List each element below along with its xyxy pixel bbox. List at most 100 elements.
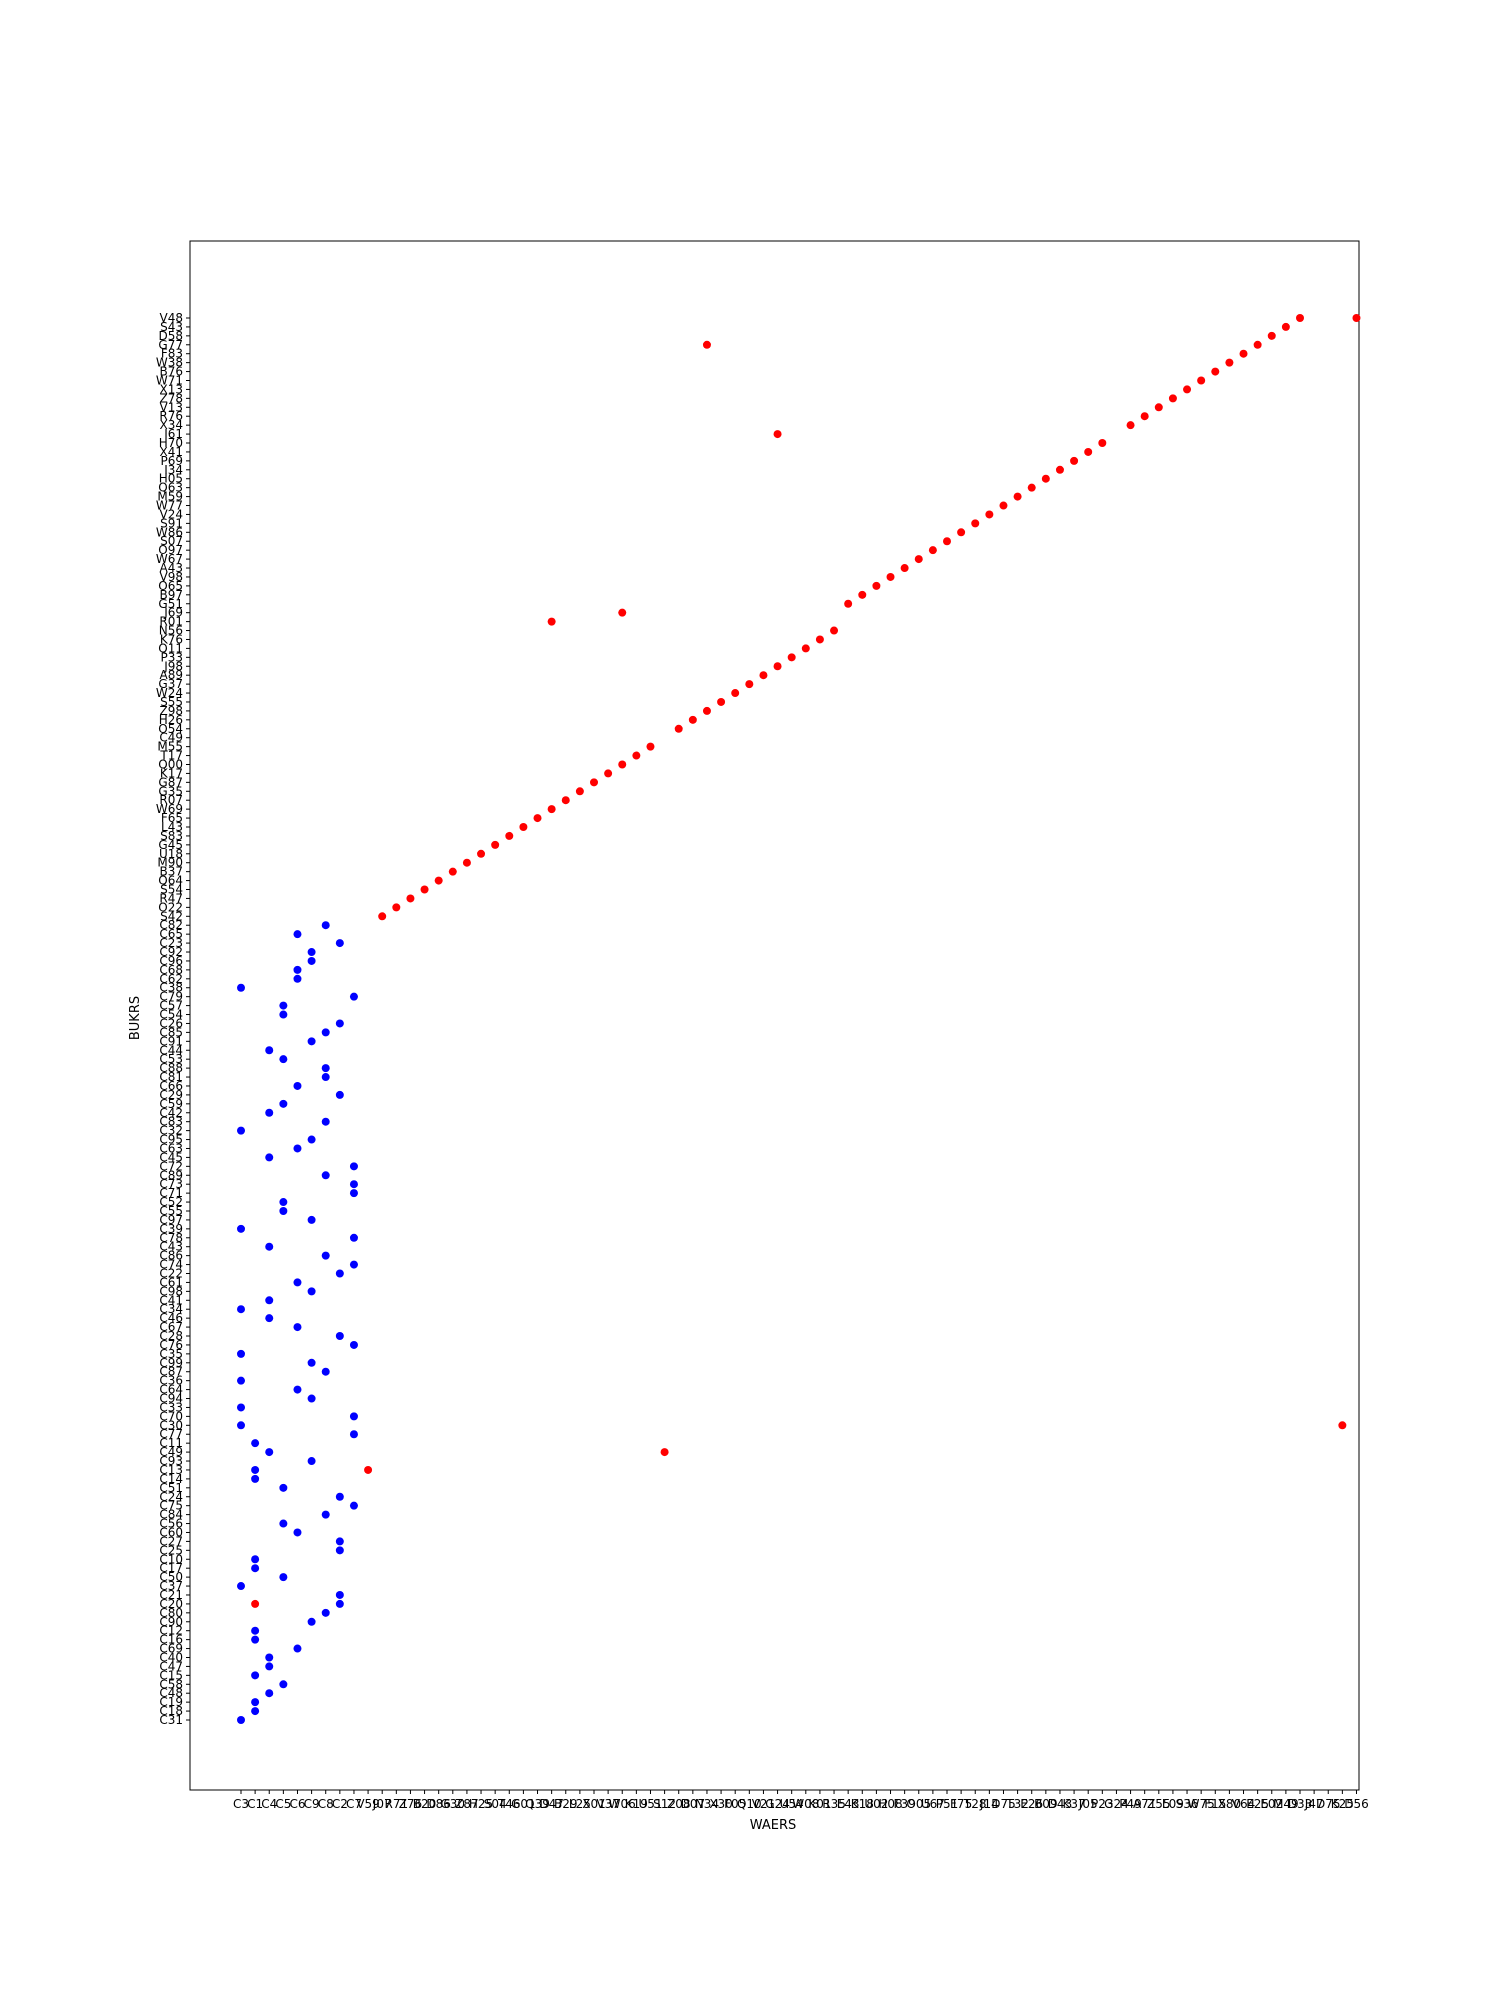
data-point-blue — [251, 1626, 260, 1635]
y-tick-label: J69 — [163, 606, 183, 620]
y-tick-label: V24 — [160, 507, 183, 521]
y-tick-label: C13 — [159, 1463, 183, 1477]
y-tick-label: C77 — [159, 1427, 183, 1441]
data-point-blue — [335, 1590, 344, 1599]
data-point-red — [702, 706, 711, 715]
data-point-blue — [307, 1287, 316, 1296]
y-tick-label: C74 — [159, 1258, 183, 1272]
data-point-blue — [335, 1492, 344, 1501]
y-tick-label: C49 — [159, 1445, 183, 1459]
y-tick-label: V48 — [160, 311, 183, 325]
data-point-blue — [237, 1403, 245, 1412]
data-point-red — [462, 858, 471, 867]
x-tick-label: G24 — [765, 1797, 790, 1811]
data-point-red — [1253, 340, 1262, 349]
data-point-blue — [335, 1019, 344, 1028]
data-point-red — [420, 885, 429, 894]
y-tick-label: C54 — [159, 1008, 183, 1022]
y-tick-label: B97 — [159, 588, 183, 602]
y-tick-label: C69 — [159, 1642, 183, 1656]
x-tick-label: C5 — [275, 1797, 291, 1811]
data-point-red — [533, 814, 542, 823]
y-tick-label: C37 — [159, 1579, 183, 1593]
x-tick-label: C3 — [233, 1797, 249, 1811]
y-tick-label: G37 — [158, 677, 183, 691]
y-tick-label: C68 — [159, 963, 183, 977]
data-point-blue — [237, 1349, 245, 1358]
data-point-blue — [321, 1028, 330, 1037]
data-point-blue — [265, 1448, 274, 1457]
data-point-blue — [251, 1564, 260, 1573]
y-tick-label: C34 — [159, 1302, 183, 1316]
data-point-blue — [265, 1689, 274, 1698]
x-tick-label: J47 — [1304, 1797, 1324, 1811]
data-point-blue — [321, 1117, 330, 1126]
y-tick-label: C55 — [159, 1204, 183, 1218]
y-tick-label: C93 — [159, 1454, 183, 1468]
x-tick-label: J07 — [372, 1797, 392, 1811]
y-tick-label: C18 — [159, 1704, 183, 1718]
x-tick-label: F75 — [950, 1797, 972, 1811]
data-point-blue — [307, 1457, 316, 1466]
data-point-blue — [293, 930, 302, 939]
x-tick-label: V64 — [1232, 1797, 1255, 1811]
y-tick-label: G51 — [158, 597, 183, 611]
x-tick-label: T32 — [1005, 1797, 1029, 1811]
y-tick-label: C80 — [159, 1606, 183, 1620]
y-tick-label: G87 — [158, 775, 183, 789]
y-tick-label: C27 — [159, 1534, 183, 1548]
x-tick-label: C2 — [332, 1797, 348, 1811]
y-tick-label: V13 — [160, 400, 183, 414]
data-point-blue — [307, 948, 316, 957]
data-point-blue — [293, 1081, 302, 1090]
data-point-red — [971, 519, 980, 528]
y-tick-label: C72 — [159, 1159, 183, 1173]
y-tick-label: B37 — [159, 865, 183, 879]
data-point-blue — [279, 1573, 288, 1582]
x-tick-label: D33 — [1288, 1797, 1313, 1811]
y-tick-label: C70 — [159, 1409, 183, 1423]
y-tick-label: C31 — [159, 1713, 183, 1727]
y-tick-label: M59 — [157, 490, 183, 504]
x-tick-label: X80 — [1218, 1797, 1242, 1811]
y-tick-label: W71 — [156, 374, 183, 388]
data-point-blue — [349, 1233, 358, 1242]
y-tick-label: X41 — [160, 445, 184, 459]
data-point-blue — [293, 1323, 302, 1332]
y-tick-label: C82 — [159, 918, 183, 932]
x-tick-label: Q10 — [737, 1797, 762, 1811]
x-tick-label: V59 — [356, 1797, 379, 1811]
data-point-red — [717, 697, 726, 706]
y-tick-label: C96 — [159, 954, 183, 968]
x-tick-label: U54 — [780, 1797, 804, 1811]
x-tick-label: H08 — [878, 1797, 902, 1811]
data-point-red — [575, 787, 584, 796]
data-point-red — [1041, 474, 1050, 483]
data-point-red — [999, 501, 1008, 510]
data-point-red — [1070, 456, 1079, 465]
data-point-blue — [237, 1224, 245, 1233]
y-tick-label: C92 — [159, 945, 183, 959]
y-tick-label: C52 — [159, 1195, 183, 1209]
y-tick-label: C66 — [159, 1079, 183, 1093]
data-point-blue — [335, 1537, 344, 1546]
data-point-red — [1281, 322, 1290, 331]
y-tick-label: Z98 — [160, 704, 184, 718]
data-point-blue — [265, 1046, 274, 1055]
x-tick-label: J14 — [979, 1797, 999, 1811]
y-tick-label: M55 — [157, 740, 183, 754]
data-point-blue — [251, 1707, 260, 1716]
x-tick-label: K18 — [851, 1797, 874, 1811]
data-point-blue — [265, 1314, 274, 1323]
y-tick-label: S42 — [160, 909, 183, 923]
data-point-blue — [237, 1376, 245, 1385]
data-point-blue — [307, 1358, 316, 1367]
x-tick-label: D43 — [1048, 1797, 1073, 1811]
data-point-blue — [251, 1474, 260, 1483]
data-point-blue — [265, 1653, 274, 1662]
x-tick-label: T28 — [963, 1797, 987, 1811]
x-axis: C3C1C4C5C6C9C8C2C7V59J07R71Z76B20D86G30Z… — [233, 1790, 1369, 1811]
y-tick-label: C76 — [159, 1338, 183, 1352]
data-point-red — [364, 1465, 373, 1474]
y-tick-label: C42 — [159, 1106, 183, 1120]
